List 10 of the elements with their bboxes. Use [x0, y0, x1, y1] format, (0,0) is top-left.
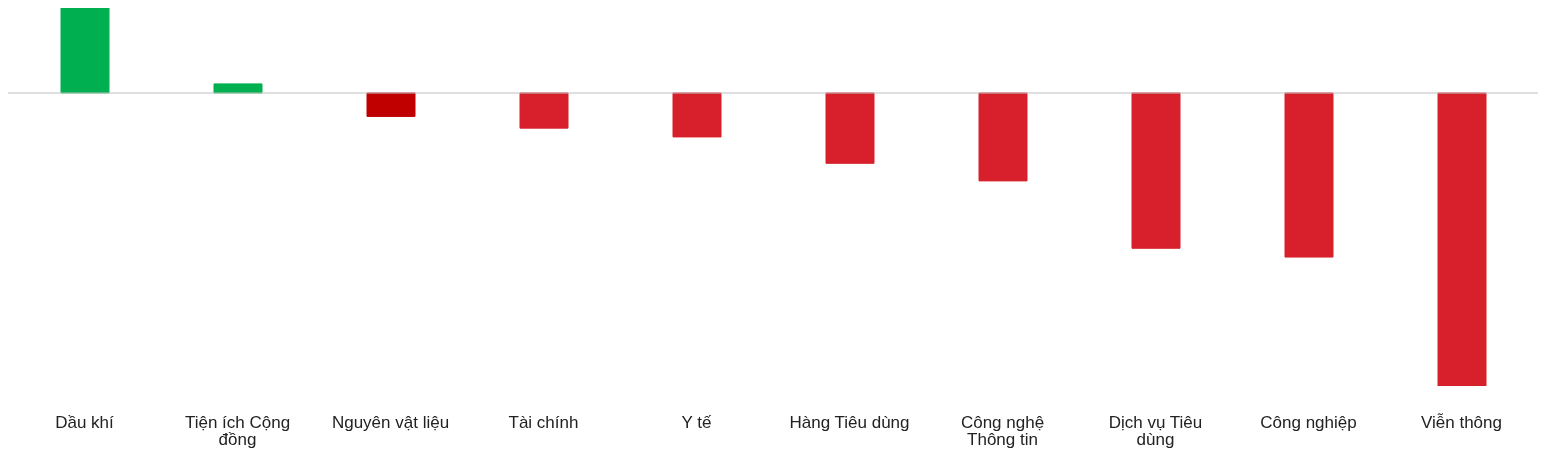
x-tick-label: Công nghiệp	[1260, 413, 1357, 433]
x-tick-label: Tài chính	[508, 413, 579, 433]
x-tick-label: Y tế	[681, 413, 713, 433]
x-tick-label: Dịch vụ Tiêu dùng	[1108, 413, 1203, 450]
x-tick-label: Viễn thông	[1421, 413, 1502, 433]
x-tick-label: Công nghệ Thông tin	[960, 413, 1045, 450]
x-tick-label: Hàng Tiêu dùng	[789, 413, 910, 433]
x-tick-label: Tiện ích Cộng đồng	[184, 413, 291, 450]
x-tick-label: Nguyên vật liệu	[331, 413, 450, 433]
x-tick-label: Dầu khí	[55, 413, 115, 433]
